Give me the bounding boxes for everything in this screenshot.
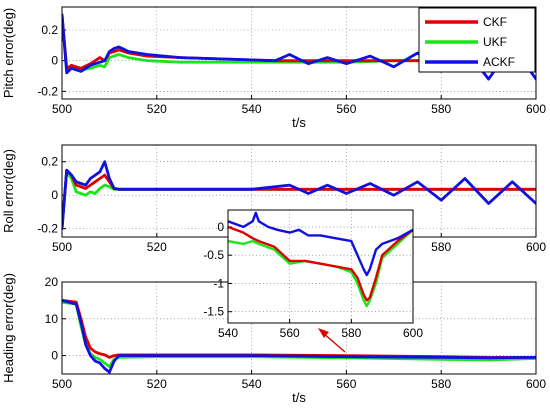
panel-heading: 500 520 540 560 580 600 0 10 20 t/s Heading error(… xyxy=(1,273,546,405)
x-tick-label: 580 xyxy=(431,377,451,391)
y-tick-label: 0 xyxy=(217,220,224,234)
x-tick-label: 600 xyxy=(403,326,423,340)
panel-pitch: 500 520 540 560 580 600 -0.2 0 0.2 t/s Pitch error… xyxy=(1,6,546,130)
x-tick-label: 560 xyxy=(280,326,300,340)
x-tick-label: 520 xyxy=(147,240,167,254)
arrow-head xyxy=(318,328,329,338)
x-tick-label: 580 xyxy=(431,240,451,254)
x-tick-label: 520 xyxy=(147,102,167,116)
series-line-ackf xyxy=(62,160,536,231)
y-tick-label: 10 xyxy=(45,312,59,326)
series-line-ackf xyxy=(228,211,413,277)
y-tick-label: 0 xyxy=(51,188,58,202)
series-group xyxy=(62,298,536,374)
x-tick-label: 520 xyxy=(147,377,167,391)
axes-frame xyxy=(227,209,414,324)
y-tick-label: 20 xyxy=(45,275,59,289)
axes-frame xyxy=(61,6,537,100)
inset-background xyxy=(228,210,413,323)
y-axis-label: Pitch error(deg) xyxy=(1,8,16,98)
y-axis-label: Heading error(deg) xyxy=(1,273,16,383)
x-tick-label: 600 xyxy=(526,377,546,391)
panel-inset: 540 560 580 600 0 -0.5 -1 -1.5 xyxy=(203,209,423,340)
y-tick-label: -0.2 xyxy=(37,222,58,236)
legend-label-ukf: UKF xyxy=(483,35,507,49)
x-tick-label: 560 xyxy=(336,377,356,391)
x-tick-label: 500 xyxy=(52,102,72,116)
annotation-arrow xyxy=(318,328,346,353)
x-tick-label: 540 xyxy=(242,377,262,391)
series-line-ukf xyxy=(228,228,413,308)
legend: CKF UKF ACKF xyxy=(418,7,536,73)
x-tick-label: 560 xyxy=(336,102,356,116)
x-tick-label: 580 xyxy=(431,102,451,116)
x-tick-label: 540 xyxy=(218,326,238,340)
x-axis-label: t/s xyxy=(292,115,306,130)
x-tick-label: 580 xyxy=(341,326,361,340)
arrow-shaft xyxy=(322,332,346,353)
legend-label-ckf: CKF xyxy=(483,15,507,29)
y-tick-label: -1.5 xyxy=(203,305,224,319)
y-tick-label: -1 xyxy=(213,276,224,290)
x-tick-label: 500 xyxy=(52,240,72,254)
y-tick-label: 0.2 xyxy=(41,23,58,37)
y-tick-label: 0.2 xyxy=(41,155,58,169)
y-tick-label: 0 xyxy=(51,54,58,68)
x-tick-label: 540 xyxy=(242,102,262,116)
legend-label-ackf: ACKF xyxy=(483,55,515,69)
x-tick-label: 600 xyxy=(526,102,546,116)
x-tick-label: 600 xyxy=(526,240,546,254)
y-tick-label: -0.2 xyxy=(37,84,58,98)
series-line-ckf xyxy=(62,13,536,70)
series-line-ckf xyxy=(228,225,413,302)
y-axis-label: Roll error(deg) xyxy=(1,149,16,233)
series-line-ackf xyxy=(62,298,536,374)
series-group xyxy=(228,211,413,308)
x-axis-label: t/s xyxy=(292,390,306,405)
x-tick-label: 500 xyxy=(52,377,72,391)
y-tick-label: 0 xyxy=(51,349,58,363)
series-group xyxy=(62,160,536,231)
y-tick-label: -0.5 xyxy=(203,248,224,262)
